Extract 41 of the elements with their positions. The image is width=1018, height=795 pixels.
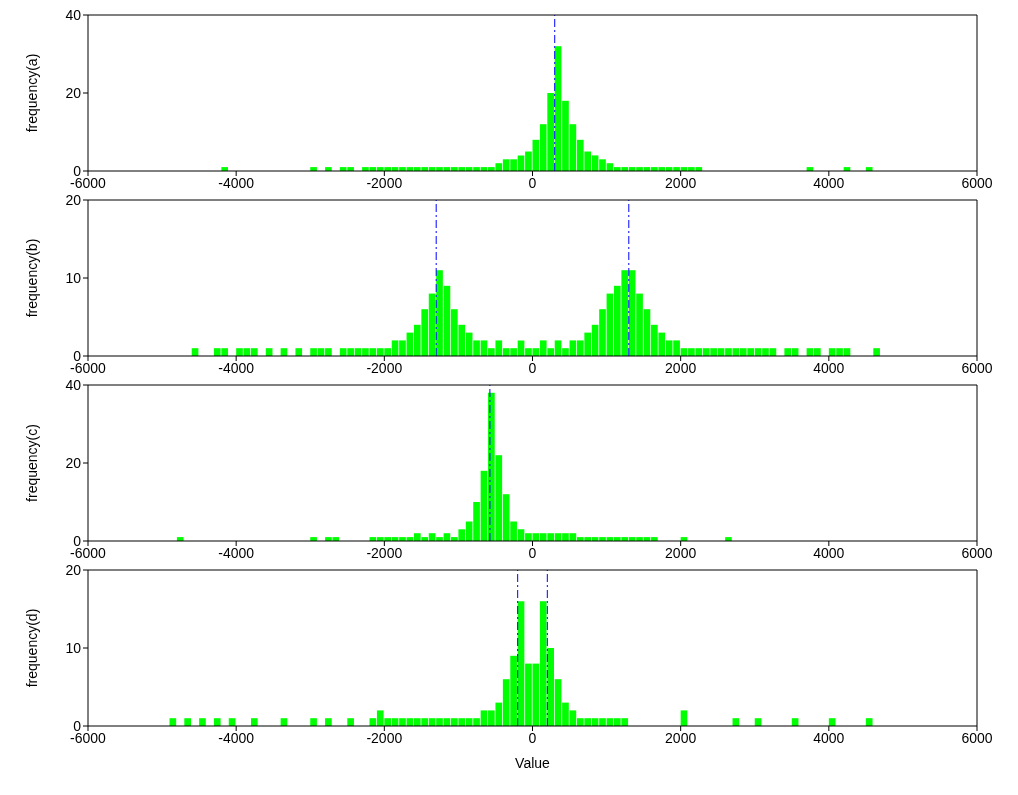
x-tick-label: -4000 — [218, 359, 255, 376]
x-tick-label: 0 — [528, 359, 537, 376]
x-tick-label: 0 — [528, 174, 537, 191]
x-tick-label: 4000 — [813, 729, 845, 746]
y-tick-label: 20 — [65, 561, 82, 578]
x-tick-label: 4000 — [813, 174, 845, 191]
x-tick-label: -4000 — [218, 174, 255, 191]
x-tick-label: 6000 — [961, 729, 993, 746]
y-tick-label: 10 — [65, 639, 82, 656]
x-tick-label: -2000 — [366, 544, 403, 561]
x-tick-label: -2000 — [366, 729, 403, 746]
x-tick-label: 6000 — [961, 359, 993, 376]
y-tick-label: 10 — [65, 269, 82, 286]
x-tick-label: 4000 — [813, 359, 845, 376]
y-axis-title: frequency(d) — [23, 608, 40, 688]
x-tick-label: -4000 — [218, 729, 255, 746]
x-tick-label: 4000 — [813, 544, 845, 561]
x-tick-label: 6000 — [961, 174, 993, 191]
x-tick-label: -2000 — [366, 174, 403, 191]
x-tick-label: 2000 — [665, 174, 697, 191]
y-tick-label: 40 — [65, 376, 82, 393]
y-tick-label: 20 — [65, 454, 82, 471]
y-axis-title: frequency(a) — [23, 53, 40, 133]
x-tick-label: 2000 — [665, 359, 697, 376]
y-axis-title: frequency(c) — [23, 424, 40, 502]
y-tick-label: 20 — [65, 84, 82, 101]
x-tick-label: 0 — [528, 544, 537, 561]
y-tick-label: 0 — [73, 717, 82, 734]
x-tick-label: -2000 — [366, 359, 403, 376]
x-axis-title: Value — [515, 755, 551, 771]
y-tick-label: 40 — [65, 6, 82, 23]
y-tick-label: 0 — [73, 532, 82, 549]
x-tick-label: 2000 — [665, 729, 697, 746]
y-axis-title: frequency(b) — [23, 238, 40, 318]
x-tick-label: 2000 — [665, 544, 697, 561]
x-tick-label: 6000 — [961, 544, 993, 561]
y-tick-label: 0 — [73, 162, 82, 179]
x-tick-label: -4000 — [218, 544, 255, 561]
y-tick-label: 0 — [73, 347, 82, 364]
x-tick-label: 0 — [528, 729, 537, 746]
y-tick-label: 20 — [65, 191, 82, 208]
